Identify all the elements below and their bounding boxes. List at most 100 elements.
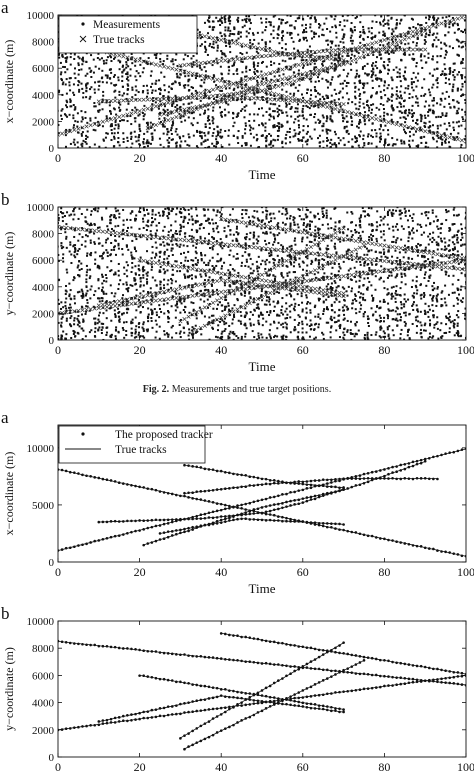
measurement-point — [370, 70, 373, 73]
measurement-point — [228, 309, 231, 312]
measurement-point — [310, 30, 313, 33]
measurement-point — [89, 213, 92, 216]
measurement-point — [151, 135, 154, 138]
measurement-point — [199, 44, 202, 47]
measurement-point — [154, 295, 157, 298]
measurement-point — [97, 328, 100, 331]
measurement-point — [270, 251, 273, 254]
true-track-point — [206, 94, 212, 99]
measurement-point — [147, 212, 150, 215]
true-track-point — [247, 85, 252, 90]
measurement-point — [167, 333, 170, 336]
true-track-point — [259, 96, 265, 101]
measurement-point — [90, 251, 93, 254]
measurement-point — [168, 243, 171, 246]
measurement-point — [167, 208, 170, 211]
measurement-point — [105, 249, 108, 252]
measurement-point — [109, 55, 112, 58]
measurement-point — [351, 101, 354, 104]
measurement-point — [98, 320, 101, 323]
measurement-point — [184, 256, 187, 259]
measurement-point — [171, 235, 174, 238]
measurement-point — [437, 38, 440, 41]
measurement-point — [269, 335, 272, 338]
measurement-point — [102, 139, 105, 142]
measurement-point — [176, 232, 179, 235]
measurement-point — [253, 101, 256, 104]
measurement-point — [410, 17, 413, 20]
measurement-point — [371, 79, 374, 82]
measurement-point — [146, 250, 149, 253]
measurement-point — [268, 143, 271, 146]
measurement-point — [323, 60, 326, 63]
measurement-point — [269, 134, 272, 137]
measurement-point — [244, 314, 247, 317]
measurement-point — [187, 265, 190, 268]
measurement-point — [456, 24, 459, 27]
measurement-point — [314, 88, 317, 91]
measurement-point — [257, 62, 260, 65]
measurement-point — [382, 24, 385, 27]
true-track-point — [451, 17, 456, 22]
measurement-point — [102, 322, 105, 325]
measurement-point — [196, 146, 199, 148]
measurement-point — [232, 64, 235, 67]
measurement-point — [435, 20, 438, 23]
measurement-point — [62, 330, 65, 333]
measurement-point — [98, 311, 101, 314]
measurement-point — [301, 107, 304, 110]
measurement-point — [265, 144, 268, 147]
measurement-point — [274, 15, 277, 17]
measurement-point — [350, 22, 353, 25]
measurement-point — [198, 64, 201, 67]
measurement-point — [424, 35, 427, 38]
true-track-point — [194, 72, 199, 77]
measurement-point — [260, 17, 263, 20]
measurement-point — [122, 228, 125, 231]
true-track-point — [227, 39, 232, 44]
measurement-point — [159, 60, 162, 63]
measurement-point — [138, 133, 141, 136]
measurement-point — [269, 115, 272, 118]
measurement-point — [243, 236, 246, 239]
measurement-point — [212, 131, 215, 134]
measurement-point — [245, 17, 248, 20]
measurement-point — [317, 104, 320, 107]
measurement-point — [100, 216, 103, 219]
measurement-point — [110, 269, 113, 272]
measurement-point — [327, 43, 330, 46]
measurement-point — [297, 139, 300, 142]
measurement-point — [235, 99, 238, 102]
measurement-point — [207, 32, 210, 35]
measurement-point — [86, 121, 89, 124]
measurement-point — [429, 125, 432, 128]
measurement-point — [326, 86, 329, 89]
measurement-point — [290, 37, 293, 40]
measurement-point — [407, 84, 410, 87]
measurement-point — [273, 278, 276, 281]
measurement-point — [188, 311, 191, 314]
measurement-point — [301, 56, 304, 59]
measurement-point — [247, 253, 250, 256]
measurement-point — [170, 224, 173, 227]
measurement-point — [326, 27, 329, 30]
measurement-point — [216, 253, 219, 256]
chart-panel: 0 20 40 60 80 1000200040006000800010000Timex−… — [1, 0, 474, 182]
measurement-point — [167, 212, 170, 215]
measurement-point — [73, 93, 76, 96]
measurement-point — [93, 335, 96, 338]
measurement-point — [396, 95, 399, 98]
measurement-point — [244, 142, 247, 145]
measurement-point — [384, 124, 387, 127]
measurement-point — [231, 239, 234, 242]
measurement-point — [98, 326, 101, 329]
measurement-point — [158, 137, 161, 140]
measurement-point — [392, 68, 395, 71]
measurement-point — [257, 235, 260, 238]
measurement-point — [310, 72, 313, 75]
measurement-point — [196, 130, 199, 133]
measurement-point — [235, 81, 238, 84]
measurement-point — [166, 54, 169, 57]
measurement-point — [118, 144, 121, 147]
measurement-point — [216, 329, 219, 332]
